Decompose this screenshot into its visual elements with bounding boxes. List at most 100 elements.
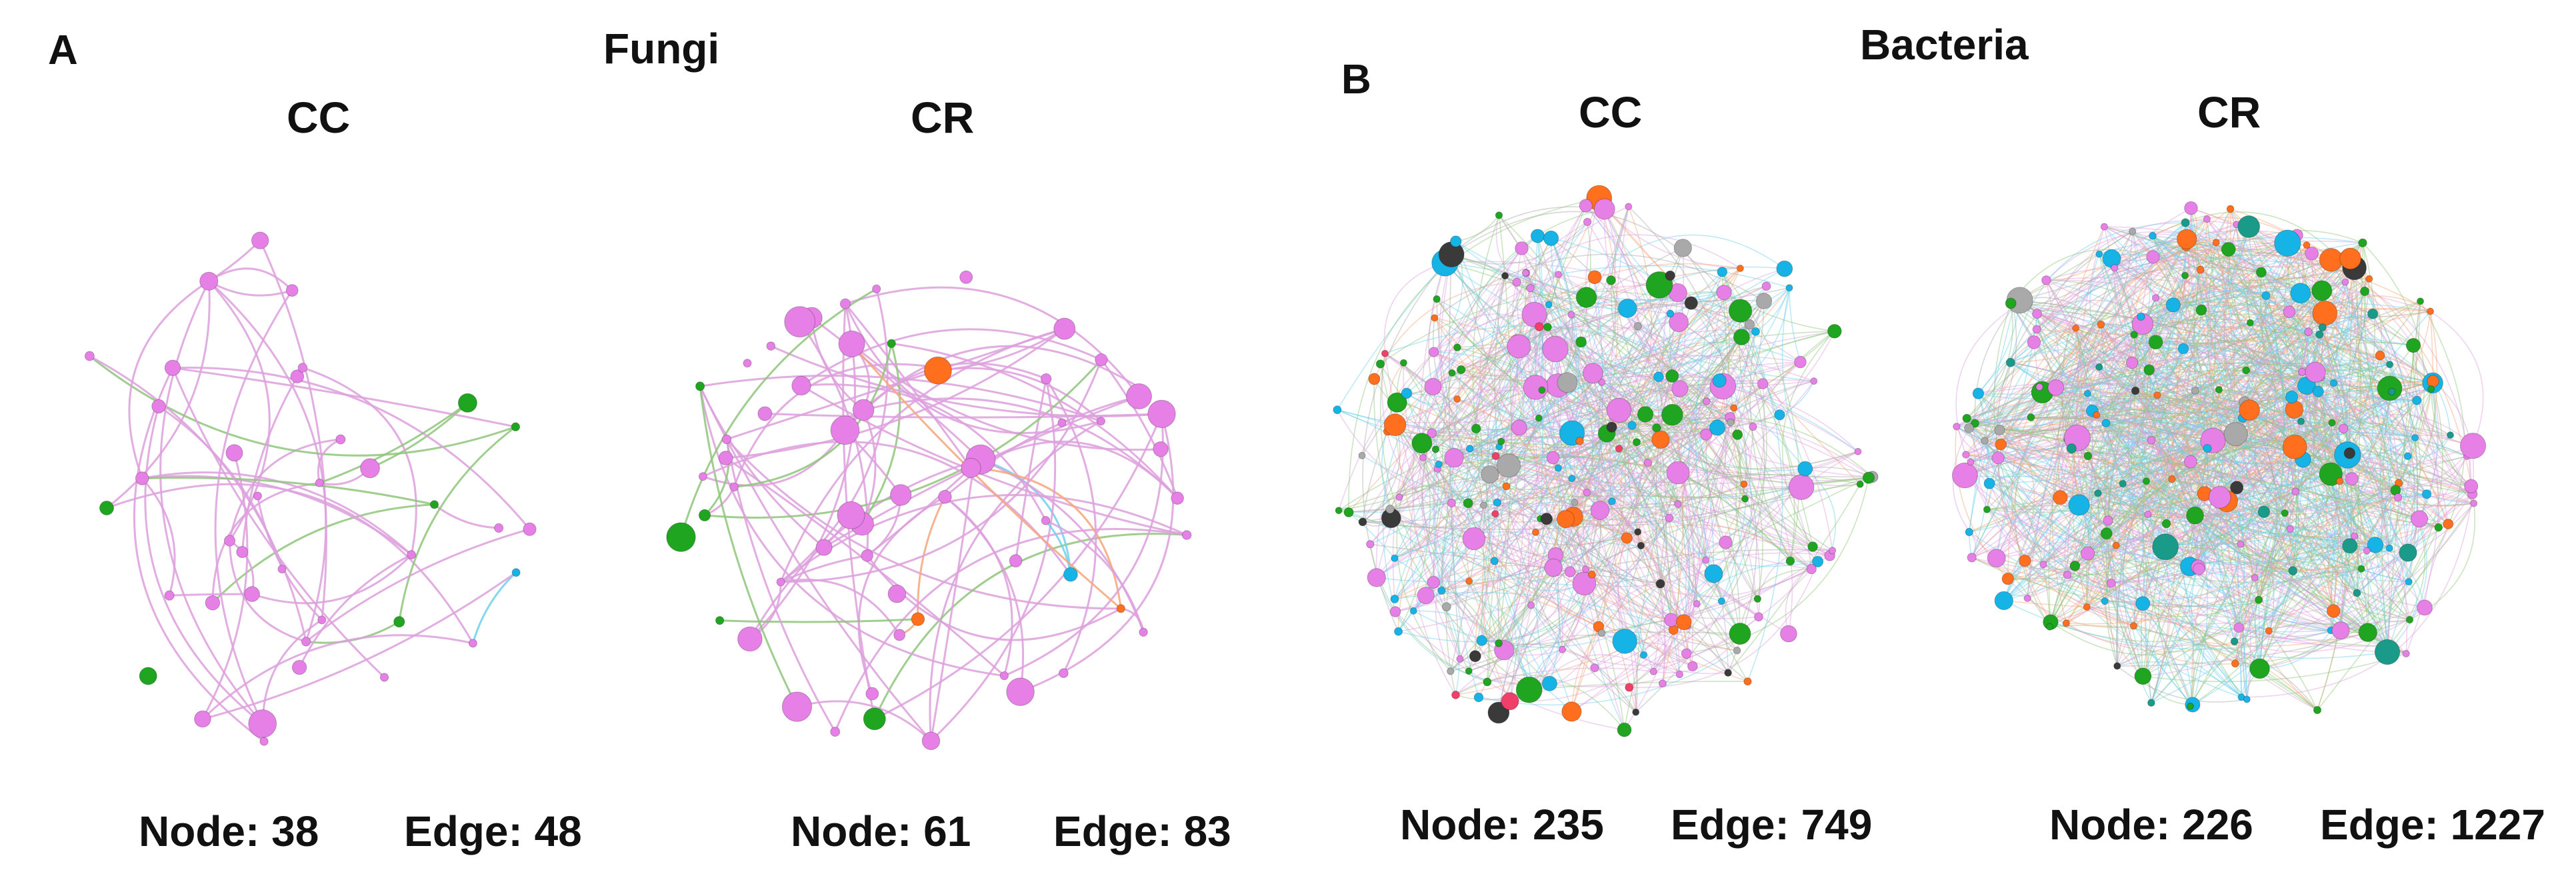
- network-node: [164, 590, 175, 601]
- network-edge: [2195, 322, 2251, 391]
- network-edge: [2011, 303, 2334, 384]
- network-edge: [2146, 480, 2409, 553]
- network-edge: [2157, 395, 2243, 419]
- network-edge: [1997, 457, 2410, 621]
- network-edge: [2195, 390, 2411, 620]
- network-edge: [2046, 279, 2220, 390]
- network-edge: [1441, 531, 1639, 591]
- network-node: [1666, 461, 1690, 485]
- network-edge: [1498, 331, 1835, 644]
- network-edge: [229, 438, 341, 541]
- network-node: [1590, 501, 1610, 520]
- network-node: [1479, 501, 1487, 509]
- network-edge: [2105, 423, 2368, 633]
- network-edge: [2011, 324, 2102, 623]
- network-edge: [1394, 425, 1434, 583]
- network-edge: [1739, 311, 1813, 547]
- network-edge: [2131, 362, 2439, 528]
- network-edge: [1611, 301, 1765, 502]
- network-edge: [2039, 369, 2247, 388]
- network-edge: [1469, 300, 1765, 449]
- network-edge: [1547, 326, 1746, 499]
- network-node: [1568, 475, 1576, 483]
- network-edge: [2198, 454, 2348, 569]
- network-node: [2393, 493, 2403, 502]
- network-edge: [2235, 497, 2399, 664]
- network-node: [2177, 343, 2189, 355]
- network-edge: [1989, 483, 2068, 575]
- network-edge: [2317, 391, 2408, 654]
- network-edge: [2049, 483, 2123, 627]
- network-edge: [1451, 372, 1483, 504]
- network-edge: [1989, 440, 2213, 484]
- network-edge: [2099, 253, 2355, 269]
- network-node: [2257, 505, 2270, 518]
- network-node: [1053, 317, 1076, 340]
- network-edge: [2153, 256, 2431, 312]
- network-edge: [2042, 391, 2471, 487]
- network-edge: [2200, 253, 2313, 287]
- network-edge: [1550, 238, 1670, 519]
- network-node: [2385, 544, 2393, 552]
- network-edge: [2031, 393, 2089, 421]
- network-edge: [2151, 440, 2199, 567]
- network-edge: [2157, 379, 2344, 429]
- network-edge: [2424, 493, 2473, 608]
- network-node: [1987, 549, 2006, 568]
- network-edge: [2292, 455, 2346, 571]
- network-edge: [2218, 258, 2351, 391]
- network-edge: [1495, 453, 1759, 599]
- network-edge: [1558, 265, 1790, 289]
- network-edge: [2097, 370, 2392, 494]
- network-edge: [2142, 568, 2362, 677]
- network-edge: [1525, 234, 1741, 274]
- network-edge: [1555, 348, 1761, 617]
- bacteria-cr-label: CR: [2197, 87, 2261, 137]
- network-node: [1391, 554, 1399, 563]
- network-edge: [1489, 238, 1573, 475]
- network-edge: [1459, 658, 1680, 687]
- network-edge: [2152, 235, 2201, 524]
- network-edge: [2236, 487, 2293, 571]
- network-edge: [2295, 388, 2431, 492]
- network-edge: [2171, 269, 2201, 479]
- network-node: [1693, 600, 1701, 608]
- network-edge: [1601, 381, 1633, 426]
- network-edge: [2039, 313, 2325, 388]
- network-edge: [2091, 410, 2346, 479]
- network-edge: [2238, 627, 2369, 641]
- network-edge: [2105, 481, 2147, 667]
- network-edge: [2143, 224, 2242, 698]
- network-edge: [1956, 426, 2409, 553]
- network-edge: [1969, 307, 2015, 533]
- network-edge: [1383, 262, 1445, 354]
- network-node: [838, 330, 865, 357]
- network-edge: [2238, 627, 2331, 639]
- network-edge: [2212, 482, 2399, 515]
- network-edge: [2185, 222, 2235, 449]
- network-node: [839, 298, 851, 309]
- network-node: [1375, 359, 1385, 369]
- network-edge: [2215, 242, 2348, 456]
- network-node: [1854, 447, 1862, 455]
- network-edge: [2151, 439, 2331, 631]
- network-node: [2255, 595, 2263, 604]
- network-node: [2313, 706, 2322, 715]
- network-edge: [2087, 469, 2420, 554]
- network-edge: [1984, 440, 2173, 480]
- network-edge: [2197, 313, 2373, 567]
- network-edge: [1548, 303, 1731, 423]
- network-edge: [2321, 377, 2387, 593]
- network-edge: [2229, 209, 2285, 642]
- network-node: [2298, 367, 2307, 377]
- network-edge: [2300, 421, 2474, 504]
- network-edge: [2003, 545, 2117, 601]
- network-edge: [1433, 299, 1765, 387]
- network-edge: [1542, 205, 1639, 533]
- network-edge: [2071, 226, 2249, 449]
- network-edge: [1594, 277, 1679, 505]
- network-edge: [2010, 327, 2076, 363]
- network-edge: [2077, 437, 2318, 711]
- network-edge: [2105, 234, 2297, 534]
- network-node: [1716, 285, 1732, 301]
